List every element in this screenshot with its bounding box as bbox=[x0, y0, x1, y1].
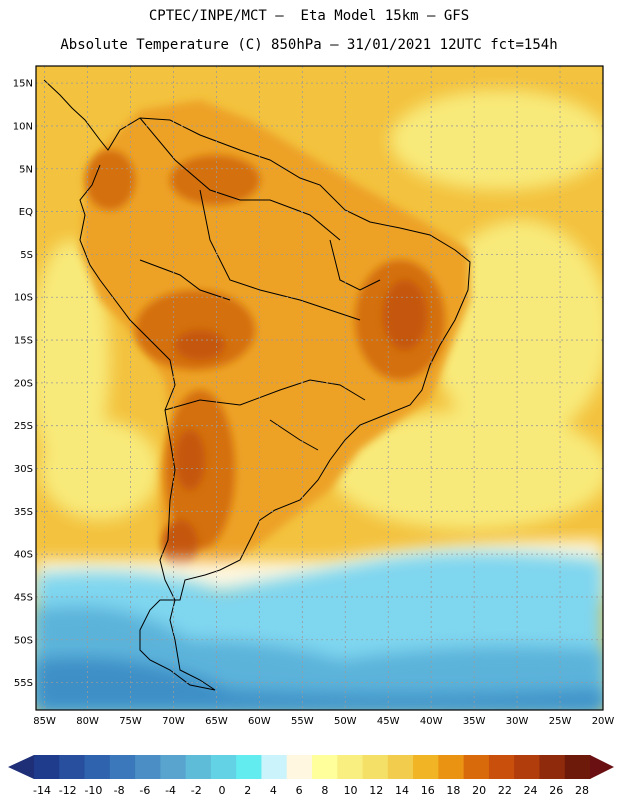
colorbar-swatch bbox=[539, 755, 566, 779]
colorbar-swatch bbox=[210, 755, 237, 779]
lon-label: 55W bbox=[291, 716, 314, 727]
colorbar-swatch bbox=[312, 755, 338, 779]
colorbar-tick-label: -12 bbox=[59, 784, 77, 797]
colorbar-tick-label: 18 bbox=[446, 784, 460, 797]
colorbar-tick-label: 22 bbox=[498, 784, 512, 797]
colorbar-tick-label: -6 bbox=[139, 784, 150, 797]
colorbar-swatch bbox=[185, 755, 212, 779]
cold-air-deep bbox=[36, 658, 603, 710]
lat-label: 50S bbox=[14, 635, 33, 646]
lat-label: 20S bbox=[14, 378, 33, 389]
title-line-2: Absolute Temperature (C) 850hPa – 31/01/… bbox=[60, 37, 558, 53]
colorbar-swatch bbox=[387, 755, 414, 779]
lat-label: 15S bbox=[14, 336, 33, 347]
colorbar-tick-label: -8 bbox=[114, 784, 125, 797]
lon-label: 45W bbox=[377, 716, 400, 727]
colorbar-tick-label: 16 bbox=[421, 784, 435, 797]
colorbar-swatch bbox=[84, 755, 111, 779]
lon-label: 85W bbox=[33, 716, 56, 727]
colorbar-tick-label: 20 bbox=[472, 784, 486, 797]
coastlines-and-borders bbox=[43, 79, 471, 691]
lon-label: 40W bbox=[420, 716, 443, 727]
temperature-field bbox=[36, 66, 603, 710]
colorbar-swatch bbox=[160, 755, 187, 779]
colorbar: -14 -12 -10 -8 -6 -4 -2 0 2 4 6 8 10 12 14 16 18 20 22 24 26… bbox=[8, 755, 614, 797]
colorbar-tick-label: 28 bbox=[575, 784, 589, 797]
title-line-1: CPTEC/INPE/MCT – Eta Model 15km – GFS bbox=[148, 8, 470, 24]
colorbar-tick-label: 4 bbox=[270, 784, 277, 797]
colorbar-tick-label: 14 bbox=[395, 784, 409, 797]
colorbar-tick-label: -14 bbox=[33, 784, 51, 797]
colorbar-swatch bbox=[514, 755, 540, 779]
colorbar-tick-label: 6 bbox=[296, 784, 303, 797]
colorbar-swatch bbox=[286, 755, 313, 779]
colorbar-tick-label: -2 bbox=[191, 784, 202, 797]
colorbar-tick-label: -4 bbox=[165, 784, 176, 797]
colorbar-swatch bbox=[413, 755, 439, 779]
map-frame bbox=[35, 65, 604, 711]
colorbar-swatch bbox=[362, 755, 389, 779]
lat-label: 5N bbox=[19, 164, 33, 175]
colorbar-tick-label: 8 bbox=[321, 784, 328, 797]
lon-label: 70W bbox=[162, 716, 185, 727]
colorbar-swatch bbox=[337, 755, 364, 779]
lon-label: 60W bbox=[248, 716, 271, 727]
lat-label: EQ bbox=[19, 207, 33, 218]
colorbar-tick-label: -10 bbox=[84, 784, 102, 797]
lat-label: 5S bbox=[20, 250, 33, 261]
colorbar-swatch bbox=[59, 755, 86, 779]
map-figure: 15N 10N 5N EQ 5S 10S 15S 20S 25S 30S 35S 40S 45S 50S 5… bbox=[8, 65, 614, 797]
lon-label: 50W bbox=[334, 716, 357, 727]
colorbar-tick-label: 26 bbox=[549, 784, 563, 797]
colorbar-swatch bbox=[438, 755, 465, 779]
lon-label: 75W bbox=[119, 716, 142, 727]
colorbar-swatch bbox=[261, 755, 288, 779]
lat-label: 10N bbox=[13, 121, 33, 132]
lat-label: 40S bbox=[14, 550, 33, 561]
land-hot-patches bbox=[85, 150, 445, 550]
latitude-labels: 15N 10N 5N EQ 5S 10S 15S 20S 25S 30S 35S 40S 45S 50S 5… bbox=[13, 79, 33, 689]
colorbar-swatch bbox=[564, 755, 591, 779]
lat-label: 25S bbox=[14, 421, 33, 432]
colorbar-tick-label: 24 bbox=[524, 784, 538, 797]
colorbar-low-arrow bbox=[8, 755, 34, 779]
lat-label: 45S bbox=[14, 592, 33, 603]
colorbar-swatch bbox=[463, 755, 490, 779]
colorbar-high-arrow bbox=[590, 755, 614, 779]
lon-label: 25W bbox=[549, 716, 572, 727]
lon-label: 30W bbox=[506, 716, 529, 727]
colorbar-swatch bbox=[34, 755, 60, 779]
colorbar-tick-label: 0 bbox=[219, 784, 226, 797]
lat-label: 15N bbox=[13, 79, 33, 90]
colorbar-swatch bbox=[109, 755, 136, 779]
colorbar-tick-label: 2 bbox=[244, 784, 251, 797]
ocean-cool-patches bbox=[36, 90, 603, 530]
colorbar-swatch bbox=[488, 755, 515, 779]
colorbar-swatch bbox=[135, 755, 161, 779]
lon-label: 65W bbox=[205, 716, 228, 727]
lon-label: 20W bbox=[592, 716, 615, 727]
lon-label: 35W bbox=[463, 716, 486, 727]
lat-label: 55S bbox=[14, 678, 33, 689]
colorbar-tick-label: 12 bbox=[369, 784, 383, 797]
lat-label: 30S bbox=[14, 464, 33, 475]
lat-label: 35S bbox=[14, 507, 33, 518]
longitude-labels: 85W 80W 75W 70W 65W 60W 55W 50W 45W 40W 35W 30W 25W 2… bbox=[33, 716, 614, 727]
graticule bbox=[36, 66, 604, 710]
lon-label: 80W bbox=[76, 716, 99, 727]
colorbar-swatch bbox=[236, 755, 262, 779]
lat-label: 10S bbox=[14, 293, 33, 304]
colorbar-tick-label: 10 bbox=[344, 784, 358, 797]
